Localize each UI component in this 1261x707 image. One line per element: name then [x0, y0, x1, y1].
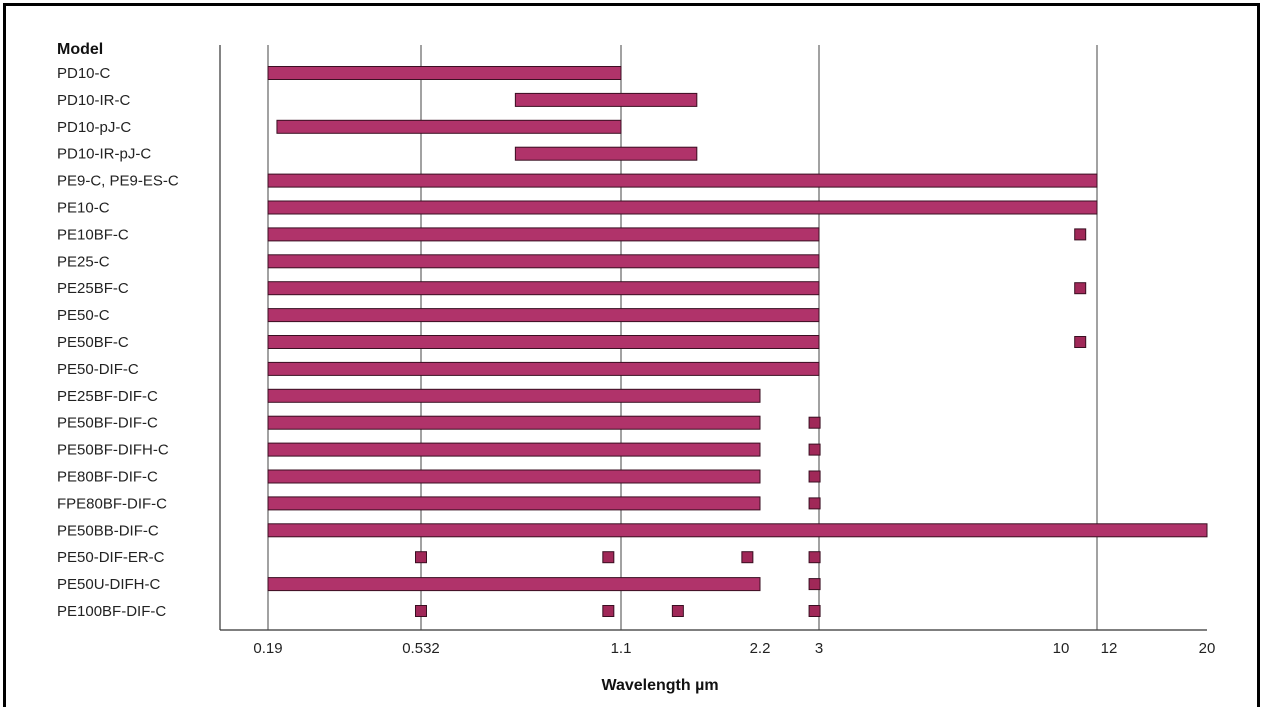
- range-bar: [267, 388, 761, 403]
- row-header: Model: [57, 41, 103, 58]
- point-marker: [808, 578, 821, 591]
- row-label: PE50-C: [57, 307, 110, 324]
- range-bar: [276, 119, 622, 134]
- row-label: PD10-IR-pJ-C: [57, 146, 151, 163]
- row-label: PE50U-DIFH-C: [57, 576, 161, 593]
- point-marker: [602, 551, 615, 564]
- row-label: PE25BF-DIF-C: [57, 388, 158, 405]
- point-marker: [415, 605, 427, 617]
- row-label: PE100BF-DIF-C: [57, 603, 166, 620]
- x-tick-label: 1.1: [611, 640, 632, 657]
- x-tick-label: 20: [1199, 640, 1216, 657]
- point-marker: [808, 605, 821, 617]
- x-tick-label: 2.2: [750, 640, 771, 657]
- range-bar: [267, 469, 761, 484]
- range-bar: [514, 146, 698, 161]
- range-bar: [267, 281, 820, 296]
- point-marker: [602, 605, 615, 617]
- point-marker: [1074, 228, 1087, 241]
- range-bar: [514, 92, 698, 107]
- chart-frame: [3, 3, 1260, 707]
- x-tick-label: 0.19: [253, 640, 282, 657]
- row-label: PE25-C: [57, 253, 110, 270]
- range-bar: [267, 523, 1208, 538]
- range-bar: [267, 308, 820, 323]
- row-label: PD10-C: [57, 65, 111, 82]
- range-bar: [267, 227, 820, 242]
- row-label: PE50BB-DIF-C: [57, 522, 159, 539]
- x-tick-label: 12: [1101, 640, 1118, 657]
- point-marker: [808, 416, 821, 429]
- row-label: PE50-DIF-C: [57, 361, 139, 378]
- row-label: PE50BF-DIFH-C: [57, 442, 169, 459]
- row-label: PE10BF-C: [57, 226, 129, 243]
- x-ticks: 0.19 0.532 1.1 2.2 3 10 12 20: [253, 640, 1215, 657]
- bars: [267, 66, 1208, 617]
- point-marker: [671, 605, 684, 617]
- point-marker: [808, 497, 821, 510]
- range-bar: [267, 496, 761, 511]
- point-marker: [1074, 336, 1087, 348]
- x-tick-label: 3: [815, 640, 823, 657]
- range-bar: [267, 66, 622, 80]
- row-label: PD10-pJ-C: [57, 119, 131, 136]
- range-bar: [267, 200, 1098, 215]
- x-tick-label: 0.532: [402, 640, 440, 657]
- row-label: PE10-C: [57, 200, 110, 217]
- point-marker: [808, 551, 821, 564]
- point-marker: [808, 443, 821, 456]
- row-label: PE25BF-C: [57, 280, 129, 297]
- x-tick-label: 10: [1053, 640, 1070, 657]
- row-label: PE80BF-DIF-C: [57, 469, 158, 486]
- range-bar: [267, 335, 820, 349]
- x-axis-label: Wavelength µm: [601, 677, 718, 694]
- range-bar: [267, 254, 820, 269]
- range-bar: [267, 442, 761, 457]
- row-label: PE9-C, PE9-ES-C: [57, 173, 179, 190]
- row-label: PE50BF-DIF-C: [57, 415, 158, 432]
- row-labels: PD10-C PD10-IR-C PD10-pJ-C PD10-IR-pJ-C PE9-…: [57, 65, 179, 620]
- point-marker: [1074, 282, 1087, 295]
- plot-area: [219, 45, 1207, 631]
- row-label: PE50BF-C: [57, 334, 129, 351]
- row-label: PD10-IR-C: [57, 92, 131, 109]
- range-bar: [267, 577, 761, 592]
- range-bar: [267, 415, 761, 430]
- point-marker: [808, 470, 821, 483]
- row-label: PE50-DIF-ER-C: [57, 549, 165, 566]
- point-marker: [415, 551, 427, 564]
- range-bar: [267, 361, 820, 376]
- range-bar: [267, 173, 1098, 188]
- point-marker: [741, 551, 754, 564]
- row-label: FPE80BF-DIF-C: [57, 495, 167, 512]
